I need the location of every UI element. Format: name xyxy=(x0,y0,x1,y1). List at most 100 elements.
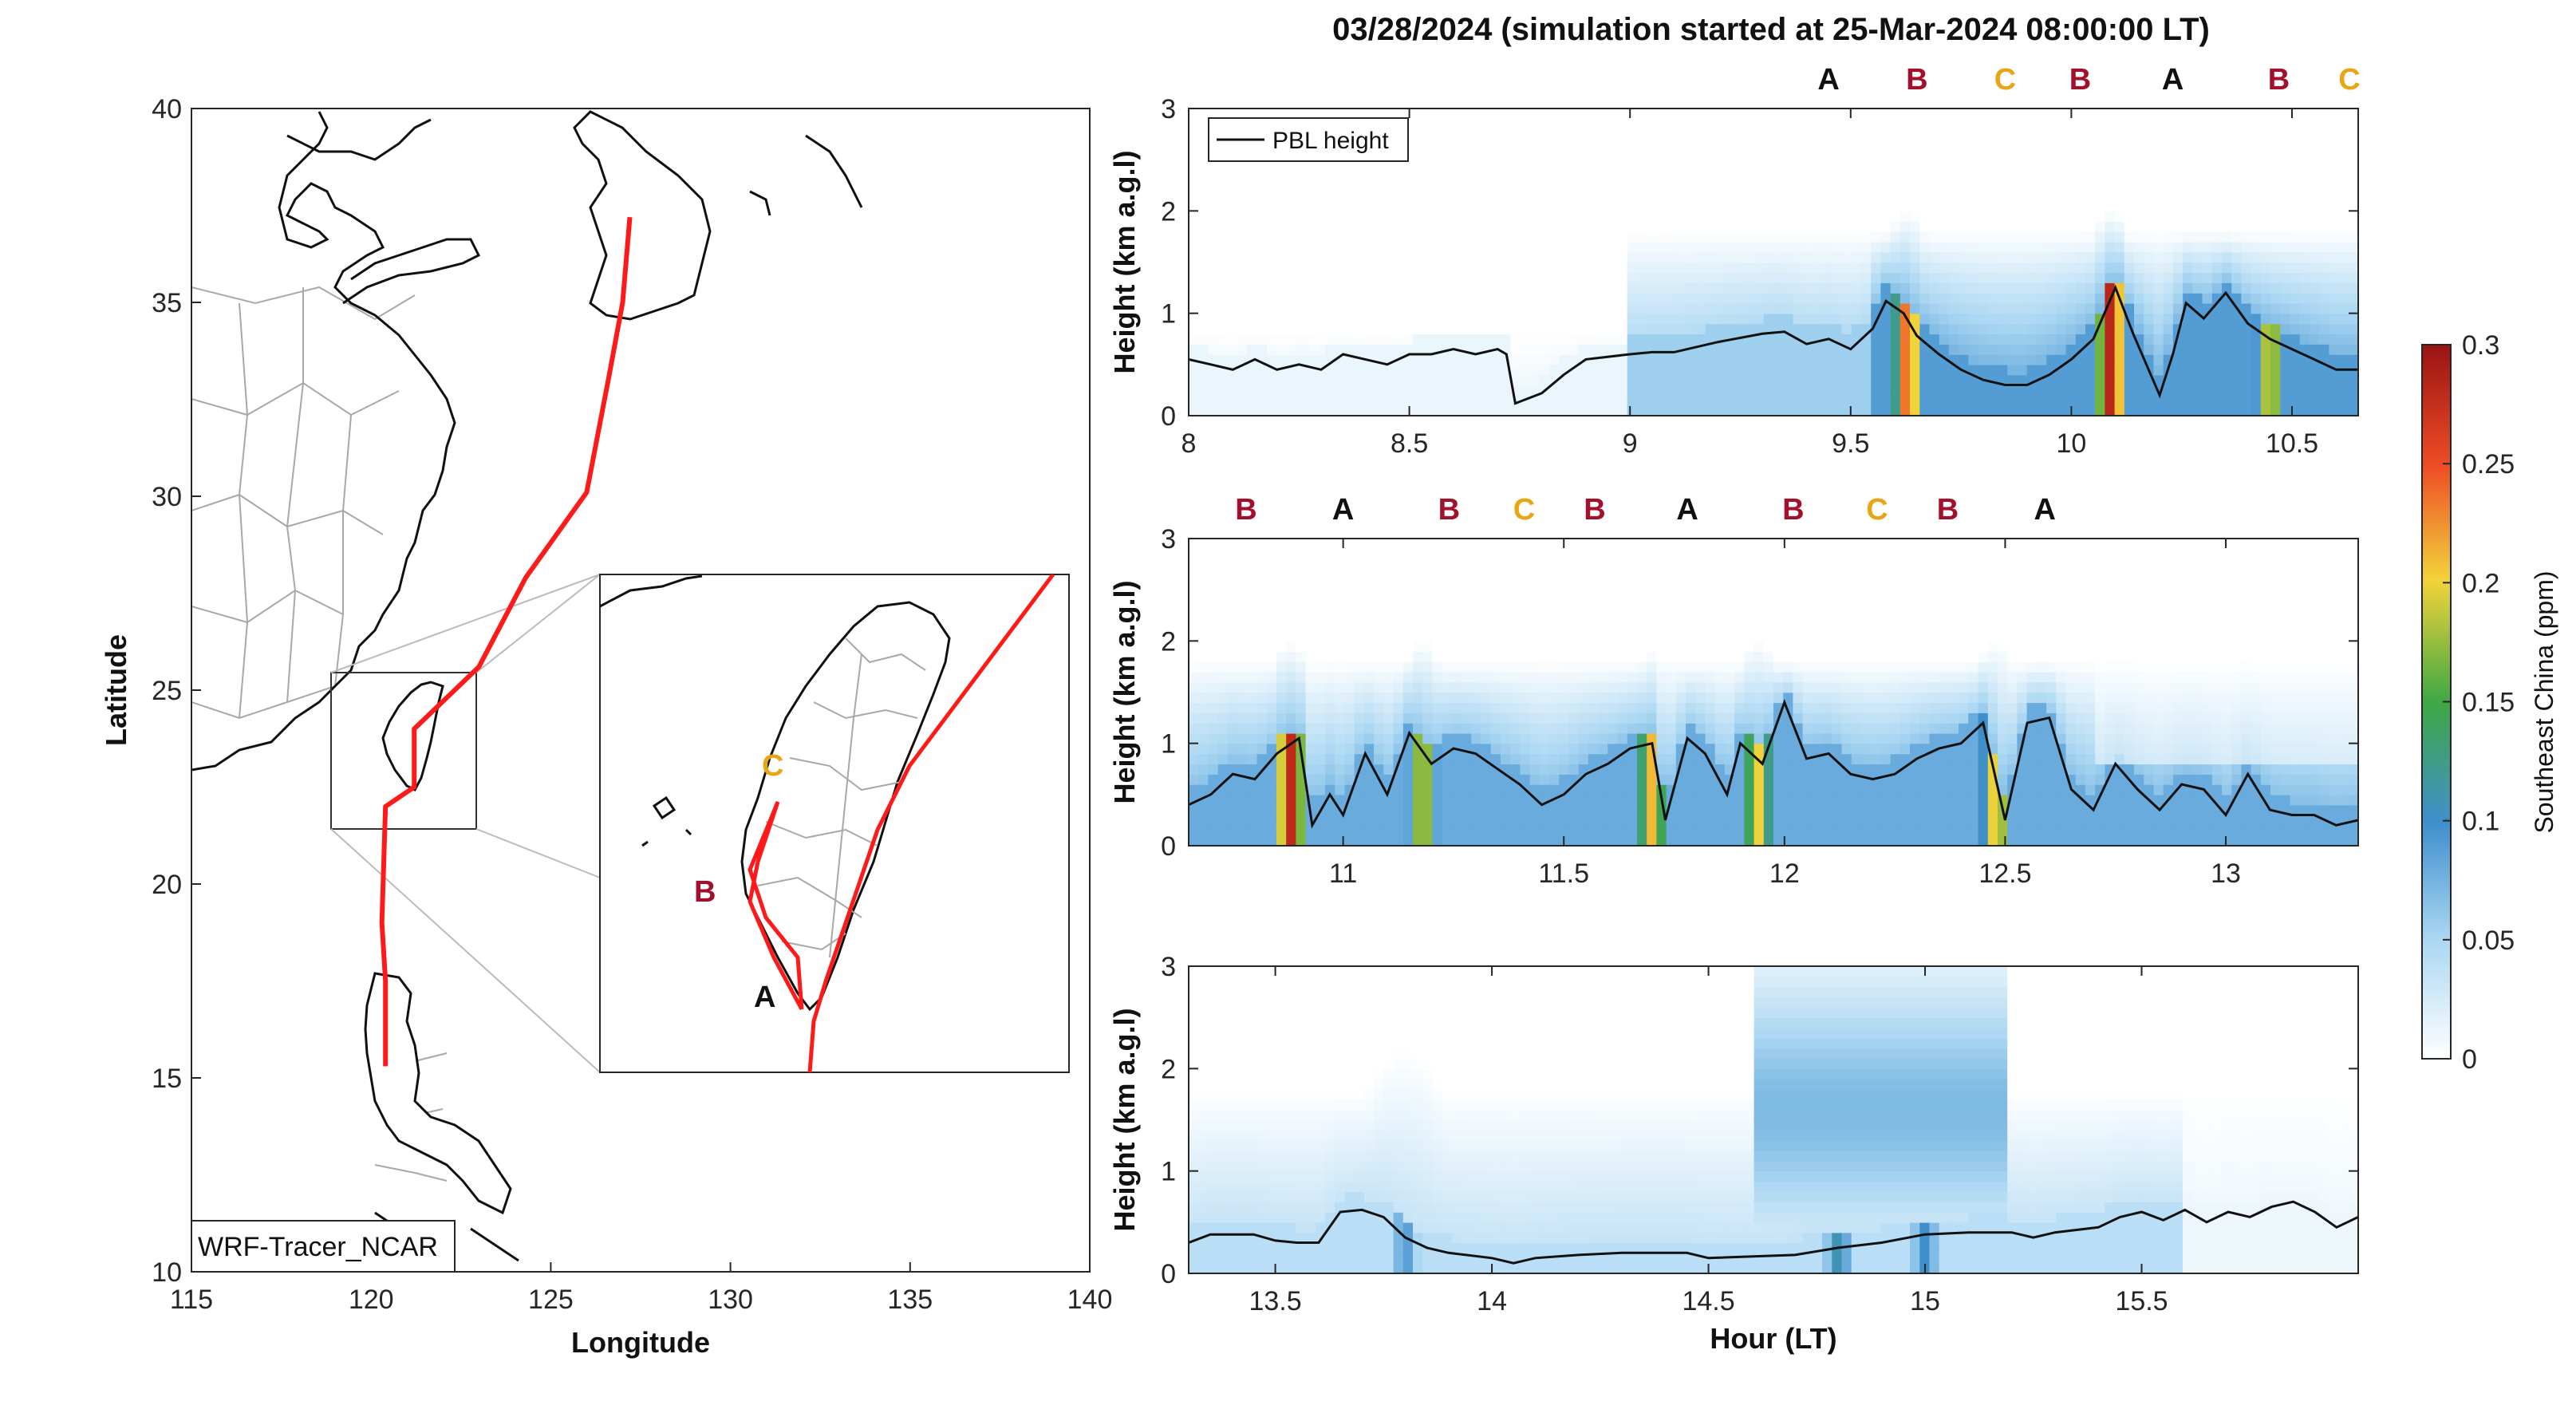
field-cell xyxy=(1871,374,1882,386)
field-cell xyxy=(1860,272,1872,283)
field-cell xyxy=(1675,160,1686,171)
field-cell xyxy=(1802,128,1813,140)
field-cell xyxy=(1354,794,1365,806)
field-cell xyxy=(2251,180,2262,191)
field-cell xyxy=(1520,774,1531,785)
field-cell xyxy=(1227,272,1238,283)
field-cell xyxy=(1783,200,1794,212)
field-cell xyxy=(1217,323,1229,335)
field-cell xyxy=(1208,241,1219,253)
field-cell xyxy=(1510,610,1521,622)
field-cell xyxy=(1744,282,1755,294)
field-cell xyxy=(2329,180,2340,191)
field-cell xyxy=(2319,170,2330,181)
field-cell xyxy=(1217,702,1229,713)
field-cell xyxy=(1520,815,1531,827)
field-cell xyxy=(1189,334,1199,345)
field-cell xyxy=(1208,211,1219,222)
field-cell xyxy=(1773,313,1784,325)
field-cell xyxy=(1451,671,1462,683)
field-cell xyxy=(1490,569,1501,581)
field-cell xyxy=(1335,160,1346,171)
field-cell xyxy=(1227,794,1238,806)
field-cell xyxy=(1363,272,1375,283)
field-cell xyxy=(1451,630,1462,642)
field-cell xyxy=(1793,160,1804,171)
field-cell xyxy=(1471,671,1482,683)
field-cell xyxy=(2299,221,2310,232)
field-cell xyxy=(1948,170,1959,181)
field-cell xyxy=(1374,804,1385,816)
field-cell xyxy=(1500,558,1511,570)
field-cell xyxy=(1189,712,1199,724)
field-cell xyxy=(2105,251,2116,263)
field-cell xyxy=(1588,671,1599,683)
field-cell xyxy=(2183,139,2194,151)
field-cell xyxy=(1490,651,1501,662)
field-cell xyxy=(1266,109,1277,120)
field-cell xyxy=(1266,385,1277,397)
field-cell xyxy=(2329,139,2340,151)
field-cell xyxy=(1335,405,1346,416)
field-cell xyxy=(1247,825,1258,836)
field-cell xyxy=(2270,313,2281,325)
field-cell xyxy=(2290,211,2301,222)
field-cell xyxy=(1520,211,1531,222)
field-cell xyxy=(1724,272,1735,283)
field-cell xyxy=(1753,344,1765,355)
field-cell xyxy=(1256,272,1268,283)
field-cell xyxy=(1832,118,1843,130)
field-cell xyxy=(1510,671,1521,683)
field-cell xyxy=(1598,681,1609,693)
field-cell xyxy=(1198,170,1209,181)
field-cell xyxy=(1763,262,1774,274)
field-cell xyxy=(2222,344,2232,355)
field-cell xyxy=(1510,835,1521,846)
field-cell xyxy=(2163,128,2174,140)
field-cell xyxy=(2007,118,2018,130)
field-cell xyxy=(1871,170,1882,181)
field-cell xyxy=(2105,231,2116,243)
field-cell xyxy=(1189,139,1199,151)
field-cell xyxy=(1481,671,1492,683)
field-cell xyxy=(1315,784,1326,795)
field-cell xyxy=(1354,835,1365,846)
field-cell xyxy=(1598,364,1609,376)
field-cell xyxy=(1383,282,1395,294)
field-cell xyxy=(2124,374,2135,386)
field-cell xyxy=(1802,231,1813,243)
field-cell xyxy=(1948,128,1959,140)
field-cell xyxy=(2329,374,2340,386)
field-cell xyxy=(1305,251,1316,263)
field-cell xyxy=(1549,784,1560,795)
field-cell xyxy=(2046,160,2057,171)
field-cell xyxy=(1510,354,1521,365)
field-cell xyxy=(1422,712,1434,724)
field-cell xyxy=(1315,241,1326,253)
field-cell xyxy=(1442,569,1453,581)
field-cell xyxy=(1510,374,1521,386)
field-cell xyxy=(1675,139,1686,151)
field-cell xyxy=(2075,272,2086,283)
field-cell xyxy=(2290,190,2301,202)
field-cell xyxy=(1705,139,1716,151)
field-cell xyxy=(1471,323,1482,335)
field-cell xyxy=(1354,251,1365,263)
field-cell xyxy=(2046,323,2057,335)
field-cell xyxy=(1500,231,1511,243)
field-cell xyxy=(1354,211,1365,222)
field-cell xyxy=(2338,323,2349,335)
field-cell xyxy=(1198,774,1209,785)
field-cell xyxy=(1471,651,1482,662)
field-cell xyxy=(1919,149,1931,160)
field-cell xyxy=(1910,395,1920,406)
field-cell xyxy=(1919,128,1931,140)
field-cell xyxy=(1217,200,1229,212)
field-cell xyxy=(1462,712,1473,724)
field-cell xyxy=(1598,293,1609,304)
field-cell xyxy=(2309,282,2320,294)
field-cell xyxy=(1793,109,1804,120)
field-cell xyxy=(1462,600,1473,611)
field-cell xyxy=(1890,231,1901,243)
field-cell xyxy=(2329,149,2340,160)
